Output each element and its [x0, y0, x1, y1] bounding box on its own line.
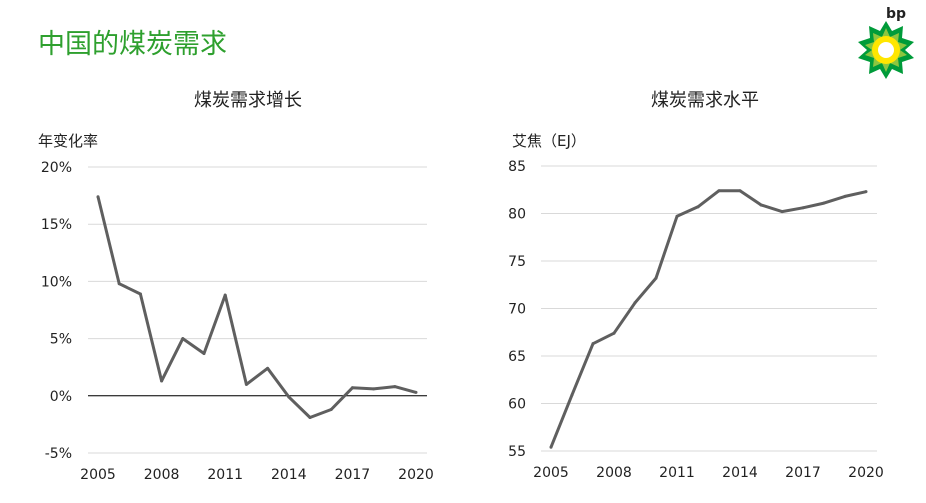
right-chart-data-point [612, 331, 616, 335]
left-chart-series-line [96, 196, 417, 419]
right-chart-data-point [759, 203, 763, 207]
right-y-axis-title: 艾焦（EJ） [512, 132, 586, 150]
right-chart-data-point [654, 276, 658, 280]
right-chart-x-tick-label: 2020 [848, 465, 884, 481]
left-chart-x-tick-label: 2008 [144, 467, 180, 483]
left-chart-y-tick-label: 5% [50, 332, 72, 348]
right-chart-data-point [633, 301, 637, 305]
right-chart-data-point [570, 393, 574, 397]
left-chart-data-point [202, 351, 206, 355]
right-chart-data-point [864, 190, 868, 194]
right-chart-y-tick-label: 60 [508, 397, 526, 413]
right-chart-y-tick-label: 70 [508, 302, 526, 318]
left-chart-y-tick-label: 0% [50, 389, 72, 405]
left-chart-data-point [181, 337, 185, 341]
left-chart-y-tick-label: 15% [41, 217, 72, 233]
right-chart-data-point [549, 445, 553, 449]
left-chart-data-point [223, 293, 227, 297]
left-y-axis-title: 年变化率 [38, 132, 99, 150]
right-chart-data-point [696, 205, 700, 209]
right-chart-y-tick-label: 65 [508, 349, 526, 365]
left-chart-x-tick-label: 2014 [271, 467, 307, 483]
right-chart-data-point [801, 206, 805, 210]
right-chart-x-tick-label: 2017 [785, 465, 821, 481]
left-chart-data-point [329, 408, 333, 412]
bp-logo: bp [856, 0, 920, 84]
right-chart-y-tick-label: 85 [508, 159, 526, 175]
left-chart-x-tick-label: 2005 [80, 467, 116, 483]
right-chart-series-line [549, 189, 867, 448]
left-chart-y-tick-label: 10% [41, 274, 72, 290]
left-chart-y-tick-label: -5% [45, 446, 72, 462]
right-chart-y-tick-label: 55 [508, 444, 526, 460]
left-chart-x-tick-label: 2011 [207, 467, 243, 483]
left-chart-data-point [117, 282, 121, 286]
right-chart-y-tick-label: 75 [508, 254, 526, 270]
left-chart-x-tick-label: 2017 [335, 467, 371, 483]
left-chart-title: 煤炭需求增长 [194, 90, 302, 111]
left-chart-data-point [160, 379, 164, 383]
bp-helios-sunflower-logo-icon: bp [858, 6, 914, 79]
right-chart-data-point [591, 342, 595, 346]
left-chart-data-point [266, 366, 270, 370]
left-chart-data-point [372, 387, 376, 391]
left-chart-data-point [393, 385, 397, 389]
right-chart-data-point [717, 189, 721, 193]
left-chart-data-point [308, 416, 312, 420]
page-title: 中国的煤炭需求 [38, 29, 227, 60]
right-chart-data-point [843, 194, 847, 198]
right-chart-x-tick-label: 2005 [533, 465, 569, 481]
left-chart-data-point [96, 195, 100, 199]
left-chart-data-point [350, 386, 354, 390]
left-chart-data-point [287, 395, 291, 399]
left-chart-x-tick-label: 2020 [398, 467, 434, 483]
left-chart-data-point [414, 390, 418, 394]
left-chart-data-point [244, 382, 248, 386]
right-chart-x-tick-label: 2014 [722, 465, 758, 481]
right-chart-data-point [675, 214, 679, 218]
logo-text: bp [886, 6, 906, 22]
left-chart-y-tick-label: 20% [41, 160, 72, 176]
right-chart-x-tick-label: 2008 [596, 465, 632, 481]
right-chart-x-tick-label: 2011 [659, 465, 695, 481]
right-chart-title: 煤炭需求水平 [651, 90, 759, 111]
left-chart-data-point [138, 292, 142, 296]
right-chart-y-tick-label: 80 [508, 207, 526, 223]
right-chart-data-point [822, 201, 826, 205]
right-chart-data-point [738, 189, 742, 193]
right-chart-data-point [780, 210, 784, 214]
